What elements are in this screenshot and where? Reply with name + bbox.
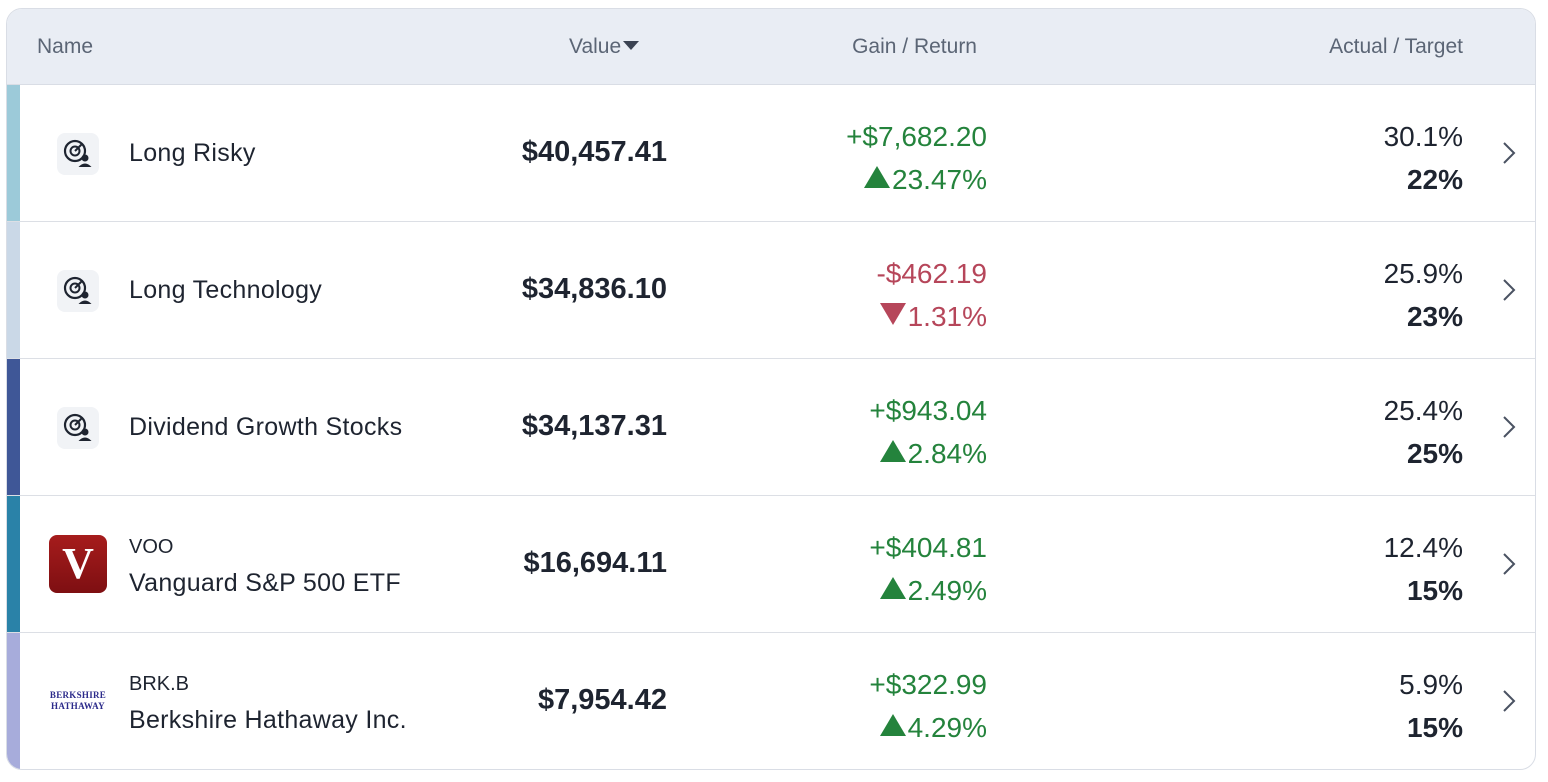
target-percent: 22% xyxy=(1406,164,1463,195)
gain-return: +$943.04 2.84% xyxy=(869,389,987,475)
actual-target: 12.4% 15% xyxy=(1384,526,1463,612)
up-triangle-icon xyxy=(879,714,906,736)
strategy-icon xyxy=(57,407,99,449)
target-percent: 15% xyxy=(1406,712,1463,743)
actual-percent: 30.1% xyxy=(1383,121,1463,152)
holding-name: Berkshire Hathaway Inc. xyxy=(129,706,407,734)
holding-name: Long Risky xyxy=(129,139,256,167)
actual-percent: 5.9% xyxy=(1399,669,1463,700)
return-percent: 4.29% xyxy=(907,712,987,743)
gain-return: +$404.81 2.49% xyxy=(869,526,987,612)
table-row[interactable]: Long Technology $34,836.10 -$462.19 1.31… xyxy=(7,222,1535,359)
actual-target: 30.1% 22% xyxy=(1384,115,1463,201)
table-header: Name Value Gain / Return Actual / Target xyxy=(7,9,1535,85)
value-column-header[interactable]: Value xyxy=(569,35,640,59)
vanguard-logo-letter: V xyxy=(62,539,94,588)
holding-name: Vanguard S&P 500 ETF xyxy=(129,569,401,597)
berkshire-logo-line1: BERKSHIRE xyxy=(49,690,107,701)
gain-amount: +$943.04 xyxy=(869,395,987,426)
gain-amount: +$404.81 xyxy=(869,532,987,563)
row-accent-bar xyxy=(7,222,20,358)
row-accent-bar xyxy=(7,85,20,221)
return-percent: 2.49% xyxy=(907,575,987,606)
row-accent-bar xyxy=(7,633,20,769)
berkshire-logo: BERKSHIRE HATHAWAY xyxy=(49,672,107,730)
table-row[interactable]: BERKSHIRE HATHAWAY BRK.B Berkshire Hatha… xyxy=(7,633,1535,769)
table-row[interactable]: V VOO Vanguard S&P 500 ETF $16,694.11 +$… xyxy=(7,496,1535,633)
target-percent: 15% xyxy=(1406,575,1463,606)
name-column-header[interactable]: Name xyxy=(37,35,94,58)
chevron-right-icon[interactable] xyxy=(1501,550,1517,578)
holdings-table: Name Value Gain / Return Actual / Target… xyxy=(6,8,1536,770)
actual-target: 5.9% 15% xyxy=(1399,663,1463,749)
vanguard-logo: V xyxy=(49,535,107,593)
gain-amount: -$462.19 xyxy=(876,258,987,289)
return-percent: 1.31% xyxy=(907,301,987,332)
row-accent-bar xyxy=(7,359,20,495)
gain-return-column-header[interactable]: Gain / Return xyxy=(852,35,977,58)
berkshire-logo-line2: HATHAWAY xyxy=(51,701,105,711)
up-triangle-icon xyxy=(864,166,891,188)
gain-return: +$7,682.20 23.47% xyxy=(846,115,987,201)
ticker-symbol: VOO xyxy=(129,536,174,558)
holding-value: $7,954.42 xyxy=(537,684,667,716)
actual-percent: 25.9% xyxy=(1383,258,1463,289)
actual-target: 25.4% 25% xyxy=(1384,389,1463,475)
gain-amount: +$7,682.20 xyxy=(846,121,987,152)
return-percent: 23.47% xyxy=(892,164,987,195)
chevron-right-icon[interactable] xyxy=(1501,687,1517,715)
table-row[interactable]: Dividend Growth Stocks $34,137.31 +$943.… xyxy=(7,359,1535,496)
actual-target: 25.9% 23% xyxy=(1384,252,1463,338)
ticker-symbol: BRK.B xyxy=(129,673,190,695)
chevron-right-icon[interactable] xyxy=(1501,413,1517,441)
strategy-icon xyxy=(57,270,99,312)
gain-return: +$322.99 4.29% xyxy=(869,663,987,749)
target-percent: 23% xyxy=(1406,301,1463,332)
gain-return: -$462.19 1.31% xyxy=(876,252,987,338)
holding-name: Dividend Growth Stocks xyxy=(129,413,403,441)
holding-value: $16,694.11 xyxy=(523,547,667,579)
sort-descending-icon xyxy=(623,40,640,50)
up-triangle-icon xyxy=(879,577,906,599)
up-triangle-icon xyxy=(879,440,906,462)
table-row[interactable]: Long Risky $40,457.41 +$7,682.20 23.47% … xyxy=(7,85,1535,222)
holding-value: $34,836.10 xyxy=(521,273,667,305)
gain-amount: +$322.99 xyxy=(869,669,987,700)
row-accent-bar xyxy=(7,496,20,632)
holding-name: Long Technology xyxy=(129,276,323,304)
actual-percent: 12.4% xyxy=(1383,532,1463,563)
holding-value: $40,457.41 xyxy=(521,136,667,168)
value-column-label: Value xyxy=(569,35,622,58)
strategy-icon xyxy=(57,133,99,175)
return-percent: 2.84% xyxy=(907,438,987,469)
actual-percent: 25.4% xyxy=(1383,395,1463,426)
down-triangle-icon xyxy=(879,303,906,325)
chevron-right-icon[interactable] xyxy=(1501,139,1517,167)
target-percent: 25% xyxy=(1406,438,1463,469)
actual-target-column-header[interactable]: Actual / Target xyxy=(1329,35,1463,58)
holding-value: $34,137.31 xyxy=(521,410,667,442)
chevron-right-icon[interactable] xyxy=(1501,276,1517,304)
